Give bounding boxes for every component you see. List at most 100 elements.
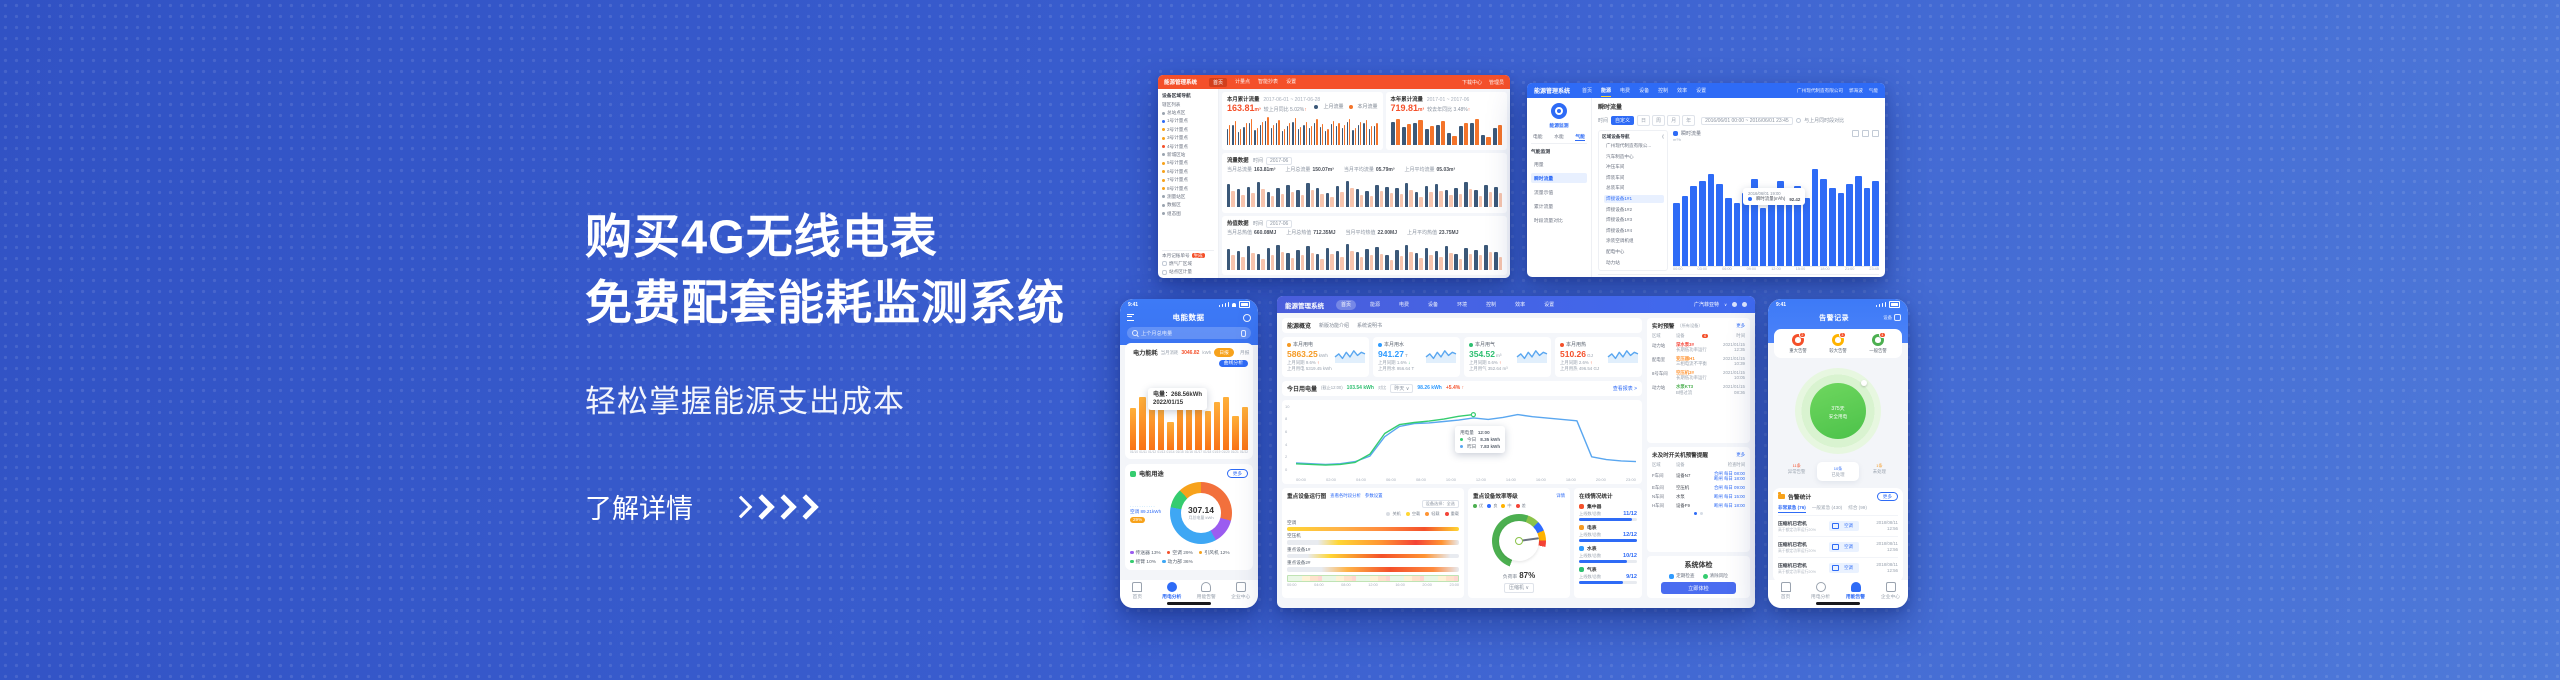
alarm-list-row[interactable]: 压缩机已宕机 高于额定功率运行20% 空调 2018/08/11 12:56 <box>1778 536 1898 557</box>
date-range-input[interactable]: 2016/06/01 00:00 ~ 2016/06/01 23:45 <box>1701 116 1793 125</box>
alarm-row[interactable]: 动力站 水泵KT3 B相过流 2021/01/15 08:36 <box>1652 383 1745 395</box>
gas-tree-item[interactable]: 新城区站 <box>1162 152 1214 158</box>
gas-nav-item[interactable]: 首页 <box>1209 77 1228 87</box>
stat-card[interactable]: 本月用热 510.26GJ 上月同期 2.6% ↑ 上月用热 496.54 GJ <box>1555 337 1642 377</box>
gas-tree-item[interactable]: 测量站区 <box>1162 194 1214 200</box>
alarm-list-row[interactable]: 压缩机已宕机 高于额定功率运行20% 空调 2018/08/11 12:56 <box>1778 515 1898 536</box>
major-alarm-category[interactable]: 2 重大告警 <box>1789 332 1807 353</box>
tab-alerts[interactable]: 用能告警 <box>1189 582 1224 608</box>
mic-icon[interactable] <box>1241 329 1246 337</box>
device-tree-item[interactable]: 焊接设备1#1 <box>1604 194 1664 203</box>
gas-tree-item[interactable]: 2号计量点 <box>1162 127 1214 133</box>
manual-link[interactable]: 系统说明书 <box>1357 323 1383 329</box>
energy-type-tab[interactable]: 电能 <box>1533 135 1543 140</box>
gas-nav-item[interactable]: 计量点 <box>1235 78 1251 85</box>
drop-icon[interactable] <box>1742 302 1747 307</box>
feature-intro-link[interactable]: 新版功能介绍 <box>1319 323 1350 329</box>
bell-icon[interactable] <box>1732 302 1737 307</box>
big-alarm-category[interactable]: 3 较大告警 <box>1829 332 1847 353</box>
more-button[interactable]: 更多 <box>1876 492 1898 501</box>
reminder-row[interactable]: F车间 设备N7 合闸 每日 08:00 断闸 每日 18:00 <box>1652 470 1745 482</box>
gas-user-item[interactable]: 管理员 <box>1488 79 1504 86</box>
device-tree-item[interactable]: 焊装车间 <box>1606 174 1625 180</box>
start-check-button[interactable]: 立即体检 <box>1661 582 1736 594</box>
date-filter[interactable]: 2017-06 <box>1265 157 1293 165</box>
gas-tree-item[interactable]: 1号计量点 <box>1162 118 1214 124</box>
gas-user-item[interactable]: 下载中心 <box>1461 79 1482 86</box>
compressor-select[interactable]: 压缩机 ∨ <box>1503 582 1535 593</box>
alarm-row[interactable]: 8号车间 空压机3# 长期低功率运行 2021/01/15 10:05 <box>1652 369 1745 381</box>
device-select[interactable]: 设备选择：全选 <box>1421 499 1459 508</box>
range-button[interactable]: 周 <box>1652 115 1666 126</box>
device-tree-item[interactable]: 焊接设备1#2 <box>1606 206 1633 212</box>
alarm-tab[interactable]: 非常紧急 (76) <box>1778 505 1806 513</box>
period-analysis-link[interactable]: 查看各时段分析 <box>1330 492 1361 498</box>
generate-tag[interactable]: 生成 <box>1191 252 1205 258</box>
range-button[interactable]: 月 <box>1667 115 1681 126</box>
monitor-user-item[interactable]: 气能 <box>1868 87 1878 93</box>
download-icon[interactable] <box>1872 130 1879 137</box>
gas-tree-item[interactable]: 组态图 <box>1162 211 1214 217</box>
tab-home[interactable]: 首页 <box>1120 582 1155 608</box>
monitor-user-item[interactable]: 广州现代制造有限公司 <box>1797 87 1843 93</box>
monitor-menu-item[interactable]: 流量示值 <box>1534 190 1554 196</box>
gas-tree-item[interactable]: 总站点区 <box>1162 110 1214 116</box>
more-button[interactable]: 更多 <box>1226 469 1248 478</box>
gas-tree-item[interactable]: 5号计量点 <box>1162 160 1214 166</box>
more-link[interactable]: 更多 <box>1736 451 1745 457</box>
tab-analysis[interactable]: 用电分析 <box>1155 582 1190 608</box>
energy-type-tab[interactable]: 气能 <box>1575 135 1585 141</box>
general-alarm-category[interactable]: 4 一般告警 <box>1869 332 1887 353</box>
custom-range-button[interactable]: 自定义 <box>1611 116 1635 125</box>
more-link[interactable]: 更多 <box>1736 323 1745 328</box>
device-tree-item[interactable]: 涂装空调机组 <box>1606 238 1634 244</box>
range-button[interactable]: 日 <box>1637 115 1651 126</box>
device-filter[interactable]: 设备 <box>1883 314 1892 320</box>
tab-home[interactable]: 首页 <box>1768 582 1803 608</box>
checkbox-icon[interactable] <box>1162 269 1167 275</box>
monitor-nav-item[interactable]: 设备 <box>1639 87 1650 94</box>
device-tree-item[interactable]: 焊接设备1#4 <box>1606 227 1633 233</box>
alarm-tab[interactable]: 一般紧急 (430) <box>1811 505 1843 510</box>
gas-nav-item[interactable]: 智能抄表 <box>1258 78 1279 85</box>
device-tree-item[interactable]: 动力站 <box>1606 259 1620 265</box>
reminder-row[interactable]: N车间 水泵 断闸 每日 15:00 <box>1652 493 1745 499</box>
view-report-link[interactable]: 查看报表 > <box>1612 385 1637 392</box>
monitor-nav-item[interactable]: 效率 <box>1677 87 1688 94</box>
checkbox-icon[interactable] <box>1162 261 1167 267</box>
alarm-tab[interactable]: 综合 (99) <box>1848 505 1867 510</box>
ems-nav-item[interactable]: 控制 <box>1486 302 1497 308</box>
company-selector[interactable]: 广汽菲亚特 <box>1694 302 1720 308</box>
energy-type-tab[interactable]: 水能 <box>1554 135 1564 140</box>
search-input[interactable]: 上个月总电量 <box>1127 327 1251 339</box>
radio-icon[interactable] <box>1795 117 1802 124</box>
alarm-list-row[interactable]: 压缩机已宕机 高于额定功率运行20% 空调 2018/08/11 12:56 <box>1778 557 1898 578</box>
learn-more-button[interactable]: 了解详情 <box>585 487 1065 526</box>
details-link[interactable]: 详情 <box>1556 492 1565 498</box>
gas-tree-item[interactable]: 8号计量点 <box>1162 186 1214 192</box>
line-view-icon[interactable] <box>1852 130 1859 137</box>
monitor-nav-item[interactable]: 电费 <box>1620 87 1631 94</box>
ems-nav-item[interactable]: 环境 <box>1457 302 1468 308</box>
pagination-dots[interactable] <box>1652 511 1745 517</box>
gas-tree-item[interactable]: 数据区 <box>1162 202 1214 208</box>
share-icon[interactable] <box>1893 314 1901 321</box>
reminder-row[interactable]: H车间 设备F9 断闸 每日 18:00 <box>1652 502 1745 508</box>
gas-tree-item[interactable]: 3号计量点 <box>1162 135 1214 141</box>
device-tree-item[interactable]: 配电中心 <box>1606 248 1625 254</box>
monitor-menu-item[interactable]: 时段流量对比 <box>1534 218 1563 224</box>
gas-nav-item[interactable]: 设置 <box>1286 78 1297 85</box>
ems-nav-item[interactable]: 设置 <box>1544 302 1555 308</box>
device-tree-item[interactable]: 焊接设备1#3 <box>1606 217 1633 223</box>
ems-nav-item[interactable]: 效率 <box>1515 302 1526 308</box>
bar-view-icon[interactable] <box>1862 130 1869 137</box>
daily-report-button[interactable]: 日报 <box>1214 348 1234 357</box>
alarm-row[interactable]: 配电室 变压器H1 三相电流不平衡 2021/01/15 10:39 <box>1652 355 1745 367</box>
curve-analysis-button[interactable]: 曲线分析 <box>1218 360 1248 367</box>
stat-card[interactable]: 本月用气 354.52m³ 上月同期 0.6% ↑ 上月用气 352.64 m³ <box>1464 337 1551 377</box>
monitor-nav-item[interactable]: 首页 <box>1582 87 1593 94</box>
monitor-nav-item[interactable]: 控制 <box>1658 87 1669 94</box>
date-filter[interactable]: 2017-06 <box>1265 219 1293 228</box>
menu-icon[interactable] <box>1127 314 1134 321</box>
gas-tree-item[interactable]: 6号计量点 <box>1162 169 1214 175</box>
